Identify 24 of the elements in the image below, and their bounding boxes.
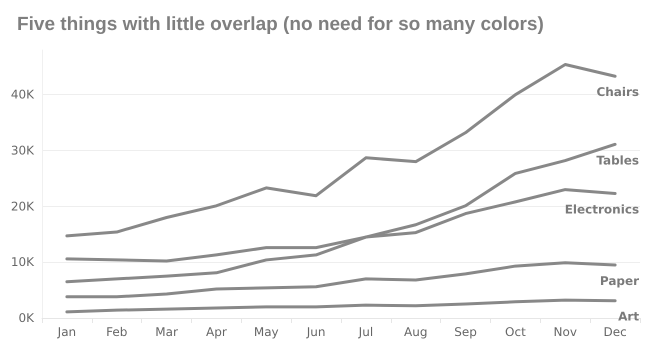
y-tick-label: 40K — [10, 88, 36, 102]
y-tick-label: 10K — [10, 255, 36, 270]
x-tick-label: Jan — [56, 325, 76, 339]
series-label: Paper — [600, 274, 640, 288]
y-tick-label: 20K — [10, 199, 36, 214]
x-tick-label: Dec — [603, 325, 627, 339]
x-tick-label: Nov — [554, 325, 577, 339]
series-label: Art — [618, 310, 640, 324]
x-tick-label: Mar — [155, 325, 178, 339]
line-series — [65, 298, 617, 314]
x-tick-label: Apr — [206, 325, 227, 339]
x-tick-label: Jun — [306, 325, 326, 339]
x-tick-label: Sep — [454, 325, 477, 339]
y-tick-label: 30K — [10, 144, 36, 158]
x-tick-label: Aug — [404, 325, 428, 339]
y-tick-label: 0K — [18, 311, 36, 325]
x-tick-label: Jul — [358, 325, 374, 339]
chart-title: Five things with little overlap (no need for so many colors) — [17, 14, 544, 35]
series-label: Electronics — [564, 202, 640, 216]
x-tick-label: May — [254, 325, 279, 339]
x-tick-label: Feb — [106, 325, 128, 339]
series-label: Chairs — [596, 85, 640, 100]
x-tick-label: Oct — [505, 325, 526, 339]
series-label: Tables — [596, 153, 640, 168]
